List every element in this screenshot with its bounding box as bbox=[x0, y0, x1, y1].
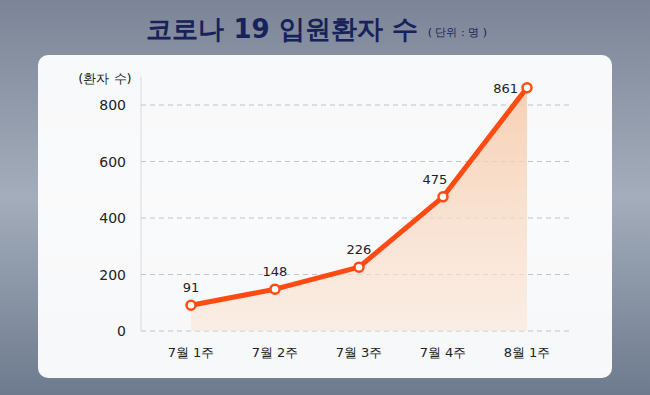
x-tick-label: 7월 3주 bbox=[336, 345, 383, 360]
y-tick-label: 200 bbox=[99, 267, 126, 283]
marker bbox=[439, 192, 448, 201]
grid-line bbox=[141, 105, 569, 106]
marker bbox=[523, 83, 532, 92]
y-tick-label: 600 bbox=[99, 154, 126, 170]
x-tick-label: 7월 2주 bbox=[252, 345, 299, 360]
panel bbox=[38, 55, 612, 378]
subtitle: ( 단위 : 명 ) bbox=[428, 26, 487, 39]
y-tick-label: 0 bbox=[117, 323, 126, 339]
x-tick-label: 7월 4주 bbox=[420, 345, 467, 360]
y-axis-line bbox=[141, 77, 142, 331]
y-tick-label: 400 bbox=[99, 210, 126, 226]
data-label: 861 bbox=[493, 81, 518, 96]
data-label: 475 bbox=[423, 172, 448, 187]
area bbox=[191, 88, 527, 331]
y-axis-title: (환자 수) bbox=[78, 71, 131, 86]
line bbox=[191, 88, 527, 306]
chart-svg: 코로나 19 입원환자 수 ( 단위 : 명 ) (환자 수) 0 200 400 600 8… bbox=[0, 0, 650, 395]
marker bbox=[187, 301, 196, 310]
y-tick-label: 800 bbox=[99, 97, 126, 113]
title: 코로나 19 입원환자 수 bbox=[146, 14, 417, 44]
marker bbox=[271, 285, 280, 294]
x-tick-label: 7월 1주 bbox=[168, 345, 215, 360]
marker bbox=[355, 263, 364, 272]
data-label: 226 bbox=[347, 242, 372, 257]
background bbox=[0, 0, 650, 395]
chart-root: 코로나 19 입원환자 수 ( 단위 : 명 ) (환자 수) 0 200 400 600 8… bbox=[0, 0, 650, 395]
data-label: 148 bbox=[263, 264, 288, 279]
plot-marks bbox=[187, 83, 532, 331]
data-label: 91 bbox=[183, 280, 200, 295]
x-tick-label: 8월 1주 bbox=[504, 345, 551, 360]
